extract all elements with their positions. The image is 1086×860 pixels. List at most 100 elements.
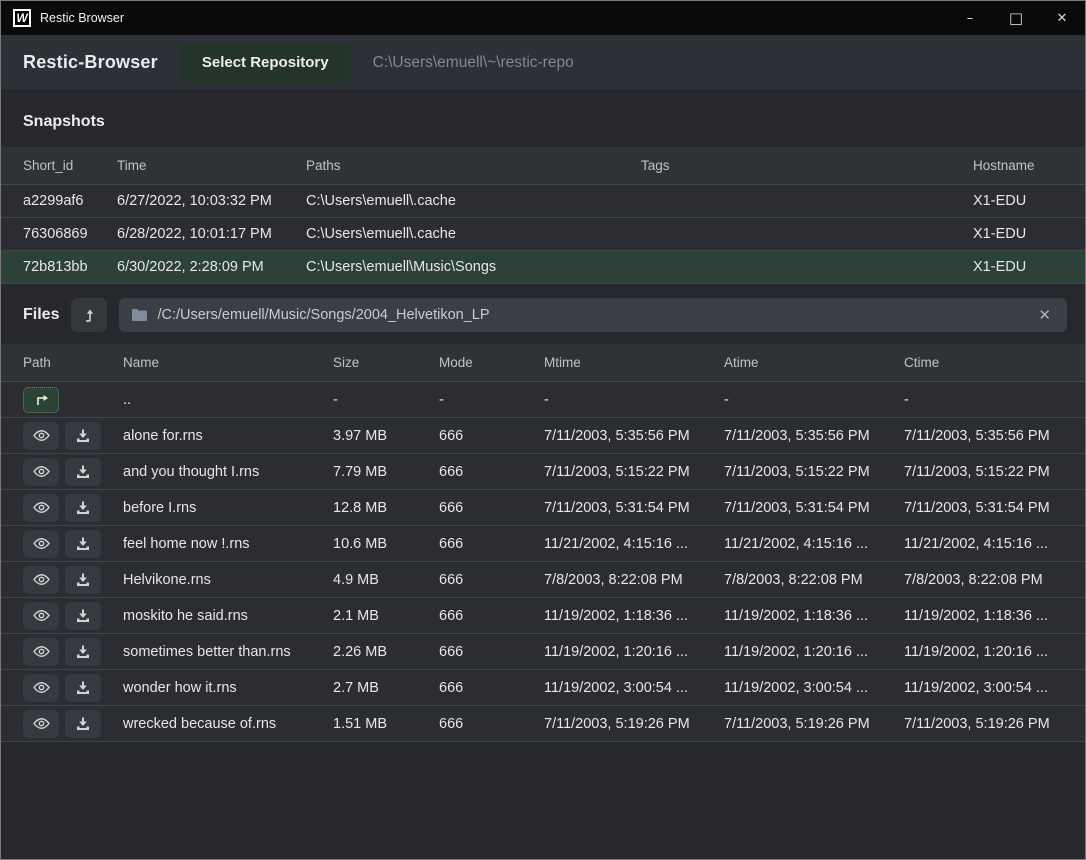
files-section-title: Files xyxy=(23,306,60,323)
preview-file-button[interactable] xyxy=(23,637,59,666)
column-header-short-id: Short_id xyxy=(23,158,74,173)
file-ctime: 11/19/2002, 1:18:36 ... xyxy=(904,607,1049,624)
eye-icon xyxy=(32,501,50,514)
file-size: 1.51 MB xyxy=(333,715,387,732)
file-row[interactable]: moskito he said.rns 2.1 MB 666 11/19/200… xyxy=(1,598,1085,634)
file-row-actions xyxy=(23,565,123,594)
file-row-actions xyxy=(23,493,123,522)
download-file-button[interactable] xyxy=(65,493,101,522)
file-mtime: 11/19/2002, 1:20:16 ... xyxy=(544,643,689,660)
snapshot-hostname: X1-EDU xyxy=(973,259,1027,275)
file-row[interactable]: alone for.rns 3.97 MB 666 7/11/2003, 5:3… xyxy=(1,418,1085,454)
parent-row-size: - xyxy=(333,391,338,408)
preview-file-button[interactable] xyxy=(23,601,59,630)
preview-file-button[interactable] xyxy=(23,457,59,486)
file-row-actions xyxy=(23,457,123,486)
eye-icon xyxy=(32,681,50,694)
file-ctime: 7/11/2003, 5:31:54 PM xyxy=(904,499,1050,516)
eye-icon xyxy=(32,429,50,442)
file-ctime: 7/8/2003, 8:22:08 PM xyxy=(904,571,1043,588)
column-header-tags: Tags xyxy=(641,158,670,173)
file-ctime: 11/19/2002, 1:20:16 ... xyxy=(904,643,1049,660)
close-button[interactable]: ✕ xyxy=(1039,1,1085,35)
file-atime: 7/11/2003, 5:19:26 PM xyxy=(724,715,870,732)
preview-file-button[interactable] xyxy=(23,709,59,738)
file-mode: 666 xyxy=(439,427,464,444)
file-row[interactable]: and you thought I.rns 7.79 MB 666 7/11/2… xyxy=(1,454,1085,490)
file-mode: 666 xyxy=(439,571,464,588)
file-mtime: 7/11/2003, 5:19:26 PM xyxy=(544,715,690,732)
maximize-button[interactable]: □ xyxy=(993,1,1039,35)
go-up-directory-button[interactable] xyxy=(71,298,108,332)
wails-logo-icon: W xyxy=(13,9,31,27)
parent-row-mode: - xyxy=(439,391,444,408)
download-icon xyxy=(76,681,90,695)
snapshot-hostname: X1-EDU xyxy=(973,226,1027,242)
titlebar-left: W Restic Browser xyxy=(1,9,124,27)
file-mtime: 7/11/2003, 5:31:54 PM xyxy=(544,499,690,516)
column-header-path: Path xyxy=(23,355,51,370)
file-name: feel home now !.rns xyxy=(123,535,250,552)
file-mtime: 11/19/2002, 1:18:36 ... xyxy=(544,607,689,624)
preview-file-button[interactable] xyxy=(23,673,59,702)
file-name: sometimes better than.rns xyxy=(123,643,291,660)
file-mtime: 7/11/2003, 5:15:22 PM xyxy=(544,463,690,480)
eye-icon xyxy=(32,645,50,658)
file-size: 12.8 MB xyxy=(333,499,387,516)
file-mode: 666 xyxy=(439,715,464,732)
file-row[interactable]: Helvikone.rns 4.9 MB 666 7/8/2003, 8:22:… xyxy=(1,562,1085,598)
download-icon xyxy=(76,573,90,587)
column-header-atime: Atime xyxy=(724,355,759,370)
parent-row-mtime: - xyxy=(544,391,549,408)
file-atime: 11/19/2002, 1:20:16 ... xyxy=(724,643,869,660)
parent-row-name: .. xyxy=(123,391,132,408)
preview-file-button[interactable] xyxy=(23,493,59,522)
file-row[interactable]: sometimes better than.rns 2.26 MB 666 11… xyxy=(1,634,1085,670)
current-path-value: /C:/Users/emuell/Music/Songs/2004_Helvet… xyxy=(157,307,490,323)
download-file-button[interactable] xyxy=(65,601,101,630)
file-row-actions xyxy=(23,637,123,666)
column-header-hostname: Hostname xyxy=(973,158,1035,173)
snapshot-row[interactable]: 72b813bb 6/30/2022, 2:28:09 PM C:\Users\… xyxy=(1,251,1085,284)
file-row[interactable]: wrecked because of.rns 1.51 MB 666 7/11/… xyxy=(1,706,1085,742)
snapshot-row[interactable]: 76306869 6/28/2022, 10:01:17 PM C:\Users… xyxy=(1,218,1085,251)
parent-directory-row[interactable]: .. - - - - - xyxy=(1,382,1085,418)
snapshot-hostname: X1-EDU xyxy=(973,193,1027,209)
file-row-actions xyxy=(23,529,123,558)
parent-row-ctime: - xyxy=(904,391,909,408)
preview-file-button[interactable] xyxy=(23,421,59,450)
navigate-parent-button[interactable] xyxy=(23,386,59,413)
snapshot-paths: C:\Users\emuell\Music\Songs xyxy=(306,259,497,275)
clear-path-button[interactable]: ✕ xyxy=(1032,304,1057,326)
minimize-button[interactable]: – xyxy=(947,1,993,35)
download-file-button[interactable] xyxy=(65,565,101,594)
download-icon xyxy=(76,717,90,731)
current-path-bar[interactable]: /C:/Users/emuell/Music/Songs/2004_Helvet… xyxy=(119,298,1067,332)
download-file-button[interactable] xyxy=(65,457,101,486)
preview-file-button[interactable] xyxy=(23,565,59,594)
file-name: wonder how it.rns xyxy=(123,679,237,696)
file-size: 2.7 MB xyxy=(333,679,379,696)
up-then-right-arrow-icon xyxy=(34,393,49,407)
file-row[interactable]: before I.rns 12.8 MB 666 7/11/2003, 5:31… xyxy=(1,490,1085,526)
file-mode: 666 xyxy=(439,679,464,696)
window-title: Restic Browser xyxy=(40,11,125,25)
select-repository-button[interactable]: Select Repository xyxy=(179,43,351,82)
snapshot-row[interactable]: a2299af6 6/27/2022, 10:03:32 PM C:\Users… xyxy=(1,185,1085,218)
file-mtime: 11/19/2002, 3:00:54 ... xyxy=(544,679,689,696)
file-atime: 7/11/2003, 5:15:22 PM xyxy=(724,463,870,480)
file-row-actions xyxy=(23,709,123,738)
file-row[interactable]: wonder how it.rns 2.7 MB 666 11/19/2002,… xyxy=(1,670,1085,706)
download-file-button[interactable] xyxy=(65,421,101,450)
file-row[interactable]: feel home now !.rns 10.6 MB 666 11/21/20… xyxy=(1,526,1085,562)
download-file-button[interactable] xyxy=(65,637,101,666)
folder-icon xyxy=(131,308,148,322)
file-size: 2.26 MB xyxy=(333,643,387,660)
download-file-button[interactable] xyxy=(65,529,101,558)
download-file-button[interactable] xyxy=(65,673,101,702)
file-atime: 11/21/2002, 4:15:16 ... xyxy=(724,535,869,552)
preview-file-button[interactable] xyxy=(23,529,59,558)
snapshots-table-header: Short_id Time Paths Tags Hostname xyxy=(1,147,1085,185)
download-file-button[interactable] xyxy=(65,709,101,738)
file-size: 4.9 MB xyxy=(333,571,379,588)
